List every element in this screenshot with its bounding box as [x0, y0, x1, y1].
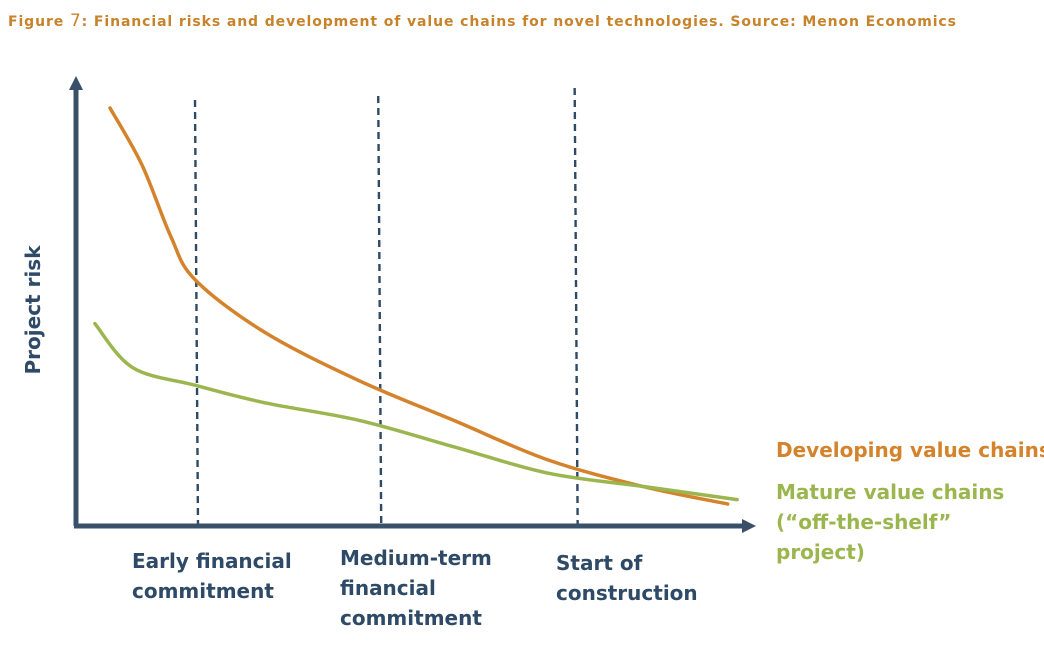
y-axis-arrow: [69, 76, 83, 90]
category-labels: Early financial commitment Medium-term fina…: [132, 546, 698, 630]
series-labels: Developing value chains Mature value chai…: [776, 438, 1044, 564]
developing-value-chains-line: [108, 106, 730, 506]
figure-number: 7: [69, 11, 82, 31]
series-layer: [93, 106, 739, 506]
figure-prefix: Figure: [8, 14, 70, 30]
marker-line-2: [377, 95, 383, 527]
marker-line-3: [573, 87, 579, 527]
figure-title: : Financial risks and development of val…: [81, 14, 957, 30]
marker-line-1: [193, 99, 200, 527]
label-developing-value-chains: Developing value chains: [776, 438, 1044, 462]
x-axis-arrow: [742, 519, 756, 533]
category-label-start: Start of construction: [556, 551, 698, 605]
mature-value-chains-line: [93, 321, 739, 502]
figure-caption: Figure 7: Financial risks and developmen…: [8, 11, 957, 31]
y-axis-title: Project risk: [21, 245, 45, 375]
category-label-medium: Medium-term financial commitment: [340, 546, 492, 630]
axes-layer: [69, 76, 756, 533]
label-mature-value-chains: Mature value chains (“off-the-shelf” proje…: [776, 480, 1004, 564]
markers-layer: [193, 87, 579, 527]
category-label-early: Early financial commitment: [132, 549, 292, 603]
